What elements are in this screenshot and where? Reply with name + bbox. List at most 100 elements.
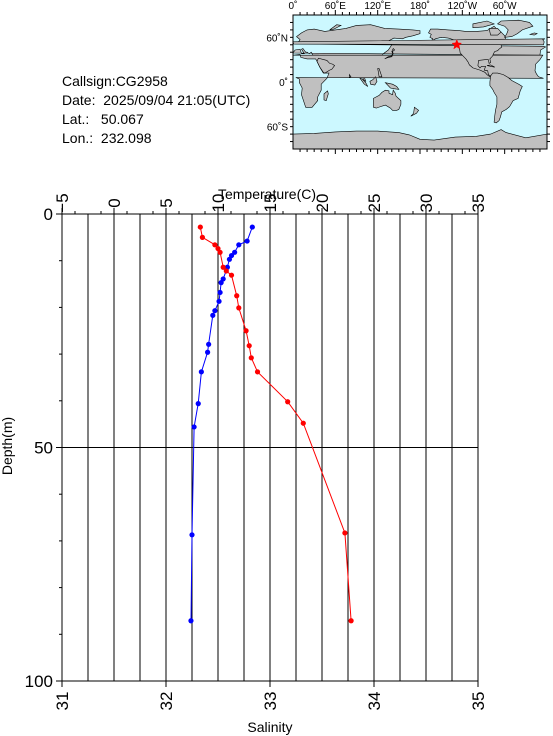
map-longitude-label: 180˚: [410, 0, 430, 12]
map-latitude-label: 60˚N: [266, 32, 288, 44]
salinity-point: [300, 420, 306, 426]
salinity-point: [220, 264, 226, 270]
depth-tick-label: 0: [44, 205, 53, 224]
temperature-point: [205, 349, 211, 355]
salinity-line: [199, 226, 352, 621]
land-mass: [323, 90, 329, 101]
temperature-tick-label: 25: [365, 194, 384, 213]
temperature-tick-label: 15: [261, 194, 280, 213]
temperature-line: [190, 226, 253, 621]
depth-tick-label: 50: [34, 439, 53, 458]
map-latitude-label: 0˚: [279, 77, 288, 89]
salinity-point: [248, 355, 254, 361]
map-latitude-labels: 60˚N 0˚ 60˚S: [266, 32, 288, 133]
temperature-point: [212, 308, 218, 314]
star-icon: [451, 39, 463, 50]
land-mass: [329, 24, 342, 31]
temperature-tick-label: 20: [313, 194, 332, 213]
land-mass: [316, 57, 336, 74]
land-mass: [292, 24, 547, 83]
longitude-text: Lon.: 232.098: [62, 130, 152, 146]
salinity-tick-label: 34: [365, 692, 384, 711]
salinity-point: [197, 224, 203, 230]
land-mass: [486, 64, 495, 68]
salinity-point: [223, 268, 229, 274]
salinity-point: [199, 234, 205, 240]
temperature-point: [217, 289, 223, 296]
land-mass: [359, 77, 369, 87]
land-mass: [384, 47, 396, 60]
temperature-tick-label: 5: [157, 198, 176, 207]
salinity-point: [228, 272, 235, 278]
map-border: [292, 14, 548, 150]
map-marker: [451, 39, 463, 50]
salinity-point: [236, 305, 242, 311]
temperature-point: [191, 424, 197, 430]
map-longitude-label: 0˚: [289, 0, 298, 12]
land-mass: [373, 89, 402, 111]
salinity-point: [348, 618, 354, 624]
salinity-axis-label: Salinity: [247, 719, 292, 735]
depth-axis: 0 50 100: [25, 205, 62, 691]
temperature-axis-label: Temperature(C): [218, 186, 316, 202]
temperature-point: [216, 298, 222, 304]
land-mass: [472, 20, 496, 29]
salinity-tick-label: 32: [157, 692, 176, 711]
map-longitude-label: 120˚W: [448, 0, 478, 12]
map-longitude-labels: 0˚ 60˚E 120˚E 180˚ 120˚W 60˚W: [289, 0, 518, 12]
salinity-tick-label: 31: [53, 692, 72, 711]
depth-tick-label: 100: [25, 672, 53, 691]
land-mass: [369, 76, 378, 86]
land-mass: [349, 73, 352, 78]
temperature-point: [188, 618, 194, 624]
temperature-point: [189, 532, 195, 538]
temperature-tick-label: 10: [209, 194, 228, 213]
salinity-tick-label: 33: [261, 692, 280, 711]
salinity-point: [243, 328, 249, 334]
map-longitude-label: 60˚E: [325, 0, 346, 12]
temperature-point: [232, 249, 238, 255]
land-mass: [528, 32, 538, 36]
callsign-text: Callsign:CG2958: [62, 73, 168, 89]
land-mass: [292, 38, 546, 46]
land-mass: [377, 68, 383, 78]
salinity-point: [212, 242, 218, 248]
salinity-point: [246, 343, 252, 349]
chart-grid: [62, 214, 478, 681]
temperature-point: [210, 312, 216, 318]
salinity-tick-label: 35: [469, 692, 488, 711]
map-latitude-label: 60˚S: [267, 122, 288, 134]
date-text: Date: 2025/09/04 21:05(UTC): [62, 92, 251, 108]
temperature-point: [244, 238, 250, 244]
temperature-tick-label: 35: [469, 194, 488, 213]
land-mass: [384, 82, 400, 90]
land-mass: [496, 19, 534, 38]
salinity-point: [285, 399, 291, 405]
station-info: Callsign:CG2958 Date: 2025/09/04 21:05(U…: [62, 72, 250, 148]
temperature-point: [218, 280, 224, 286]
map-longitude-label: 60˚W: [493, 0, 517, 12]
temperature-axis: −5 0 5 10 15 20 25 30 35: [53, 193, 488, 214]
land-mass: [410, 106, 420, 117]
land-mass: [489, 72, 523, 124]
temperature-tick-label: 0: [105, 198, 124, 207]
temperature-point: [226, 256, 233, 262]
salinity-point: [217, 249, 223, 255]
salinity-point: [254, 369, 261, 375]
map-longitude-label: 120˚E: [364, 0, 391, 12]
temperature-point: [195, 401, 201, 407]
temperature-tick-label: 30: [417, 194, 436, 213]
temperature-tick-label: −5: [53, 193, 72, 212]
temperature-point: [206, 341, 212, 347]
map-frame: [290, 10, 550, 154]
temperature-point: [236, 242, 242, 248]
temperature-point: [198, 369, 204, 375]
depth-axis-label: Depth(m): [0, 417, 15, 475]
temperature-point: [249, 224, 255, 230]
salinity-axis: 31 32 33 34 35: [53, 681, 488, 710]
land-mass: [488, 28, 502, 36]
map-land: [292, 19, 548, 150]
salinity-point: [234, 293, 240, 299]
latitude-text: Lat.: 50.067: [62, 111, 144, 127]
